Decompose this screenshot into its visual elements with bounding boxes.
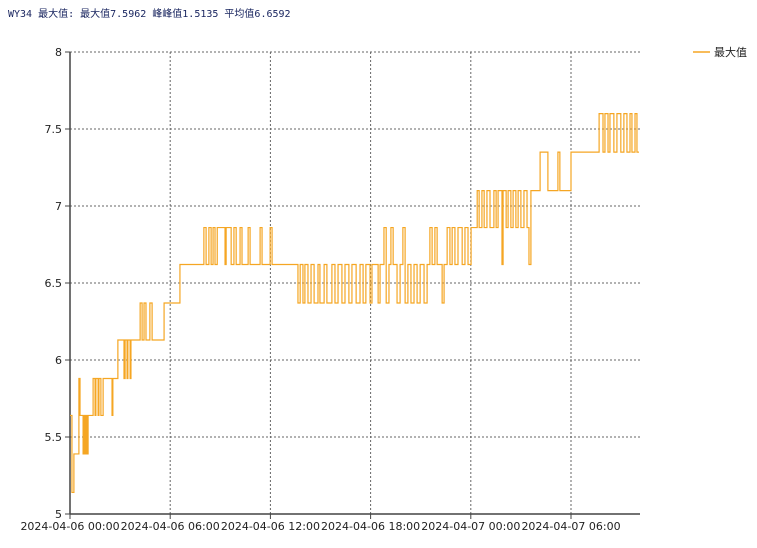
x-tick-label: 2024-04-06 18:00 (321, 520, 420, 533)
x-tick-label: 2024-04-06 06:00 (121, 520, 220, 533)
x-tick-label: 2024-04-07 00:00 (421, 520, 520, 533)
grid (70, 51, 640, 514)
chart-title: WY34 最大值: 最大值7.5962 峰峰值1.5135 平均值6.6592 (8, 9, 291, 20)
legend-label: 最大值 (714, 45, 747, 59)
series (70, 113, 639, 494)
y-tick-label: 7.5 (45, 123, 63, 136)
x-tick-label: 2024-04-07 06:00 (521, 520, 620, 533)
series-line (70, 113, 639, 494)
legend: 最大值 (693, 45, 747, 59)
y-tick-label: 5 (55, 508, 62, 521)
y-tick-label: 7 (55, 200, 62, 213)
x-tick-label: 2024-04-06 12:00 (221, 520, 320, 533)
y-tick-label: 8 (55, 46, 62, 59)
y-tick-label: 6.5 (45, 277, 63, 290)
x-tick-label: 2024-04-06 00:00 (20, 520, 119, 533)
y-tick-label: 5.5 (45, 431, 63, 444)
y-tick-label: 6 (55, 354, 62, 367)
